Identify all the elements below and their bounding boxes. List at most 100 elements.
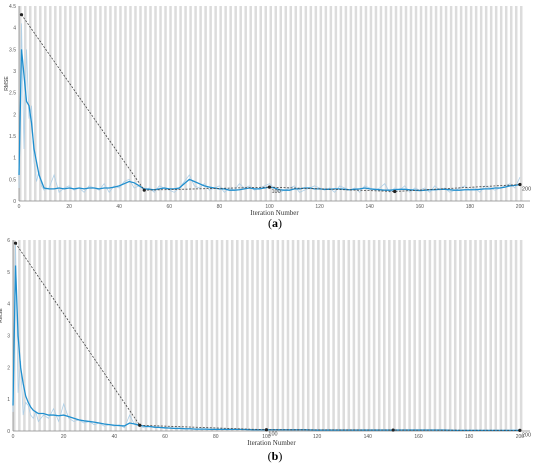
y-tick-label: 0	[13, 199, 16, 205]
grid-band	[479, 6, 483, 201]
trend-point	[142, 188, 146, 192]
y-tick-label: 3.5	[9, 47, 16, 53]
grid-band	[364, 6, 368, 201]
grid-band	[214, 6, 217, 201]
grid-band	[388, 240, 391, 431]
grid-band	[332, 240, 335, 431]
grid-band	[419, 6, 423, 201]
grid-band	[489, 240, 492, 431]
grid-band	[369, 6, 373, 201]
grid-band	[129, 240, 133, 431]
grid-band	[304, 6, 308, 201]
grid-band	[394, 6, 398, 201]
point-annotation: 200	[522, 187, 531, 193]
grid-band	[296, 240, 300, 431]
x-tick-label: 200	[516, 204, 525, 210]
grid-band	[329, 6, 333, 201]
grid-band	[519, 6, 523, 201]
grid-band	[464, 6, 468, 201]
grid-band	[34, 6, 37, 201]
x-tick-label: 200	[516, 434, 525, 440]
grid-band	[124, 6, 127, 201]
trend-point	[518, 182, 522, 187]
x-tick-label: 120	[315, 204, 324, 210]
grid-band	[54, 6, 57, 201]
series-smoothed-line	[12, 265, 520, 432]
y-tick-label: 2.5	[9, 91, 16, 97]
grid-band	[249, 6, 252, 201]
grid-band	[230, 240, 234, 431]
y-tick-label: 3	[13, 69, 16, 75]
grid-bands	[13, 240, 523, 431]
y-axis-label: RMSE	[0, 308, 4, 323]
trend-point	[393, 189, 397, 194]
grid-band	[205, 240, 209, 431]
grid-band	[104, 6, 107, 201]
grid-band	[195, 240, 198, 431]
grid-band	[53, 240, 57, 431]
grid-band	[434, 6, 438, 201]
grid-band	[474, 6, 478, 201]
grid-band	[89, 240, 92, 431]
grid-band	[383, 240, 386, 431]
grid-band	[114, 240, 117, 431]
grid-band	[159, 6, 162, 201]
grid-band	[327, 240, 330, 431]
grid-band	[43, 240, 46, 431]
x-tick-label: 60	[167, 204, 173, 210]
x-tick-label: 180	[466, 204, 475, 210]
grid-band	[393, 240, 396, 431]
grid-band	[469, 6, 473, 201]
grid-band	[279, 6, 283, 201]
grid-band	[443, 240, 447, 431]
grid-band	[453, 240, 457, 431]
grid-band	[190, 240, 193, 431]
grid-band	[324, 6, 328, 201]
chart-panel-a: 0 0.5 1 1.5 2 2.5 3 3.5 4 4.5 0 20 40 60 80 100 120 140 16…	[4, 4, 531, 217]
grid-band	[159, 240, 163, 431]
x-tick-label: 20	[61, 434, 67, 440]
point-annotation: 100	[271, 189, 280, 195]
grid-band	[291, 240, 295, 431]
grid-band	[180, 240, 183, 431]
x-tick-label: 160	[414, 434, 423, 440]
y-tick-label: 2	[13, 112, 16, 118]
trend-point	[13, 241, 18, 245]
grid-band	[229, 6, 232, 201]
grid-band	[204, 6, 207, 201]
grid-band	[306, 240, 310, 431]
grid-band	[149, 6, 152, 201]
grid-band	[58, 240, 62, 431]
grid-band	[174, 6, 177, 201]
x-axis-label: Iteration Number	[250, 209, 299, 217]
x-tick-label: 0	[12, 434, 15, 440]
grid-band	[464, 240, 467, 431]
y-tick-label: 2	[7, 365, 10, 371]
y-tick-label: 3	[7, 334, 10, 340]
grid-band	[372, 240, 376, 431]
grid-band	[384, 6, 388, 201]
grid-band	[352, 240, 356, 431]
x-tick-label: 40	[112, 434, 118, 440]
grid-band	[104, 240, 107, 431]
grid-band	[499, 240, 503, 431]
y-tick-label: 1.5	[9, 134, 16, 140]
grid-band	[319, 6, 323, 201]
caption-b: (b)	[267, 449, 283, 463]
grid-band	[449, 6, 453, 201]
grid-band	[404, 6, 408, 201]
grid-band	[200, 240, 204, 431]
grid-band	[359, 6, 363, 201]
trend-point	[267, 185, 272, 189]
grid-band	[49, 6, 52, 201]
grid-band	[317, 240, 320, 431]
grid-band	[284, 6, 288, 201]
grid-band	[509, 6, 513, 201]
grid-band	[256, 240, 259, 431]
grid-band	[379, 6, 383, 201]
grid-band	[154, 6, 157, 201]
grid-band	[433, 240, 437, 431]
grid-band	[139, 240, 143, 431]
grid-band	[444, 6, 448, 201]
grid-band	[236, 240, 239, 431]
